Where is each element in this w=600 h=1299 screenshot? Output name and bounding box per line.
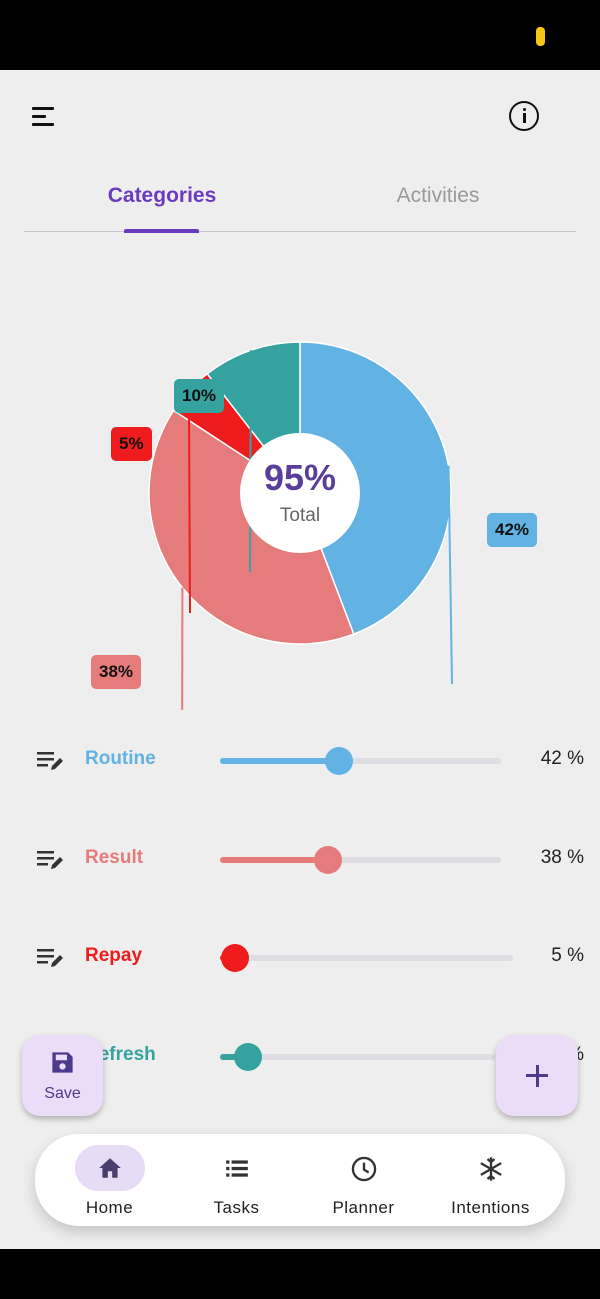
category-name: Result (85, 846, 144, 868)
info-icon-dot (522, 108, 526, 111)
category-value: 42 % (540, 748, 584, 769)
tab-indicator (124, 229, 199, 233)
category-slider[interactable] (220, 1042, 495, 1071)
nav-item-intentions-indicator (456, 1145, 526, 1191)
save-button[interactable]: Save (22, 1035, 103, 1116)
category-slider[interactable] (220, 845, 501, 874)
nav-item-planner-label: Planner (332, 1198, 395, 1217)
nav-item-tasks[interactable]: Tasks (173, 1134, 300, 1226)
donut-leader-line-routine (447, 465, 453, 685)
category-row-repay: Repay 5 % (0, 932, 600, 982)
category-slider[interactable] (220, 944, 513, 972)
slider-thumb[interactable] (220, 944, 249, 972)
slider-thumb[interactable] (325, 747, 354, 775)
slider-fill (220, 856, 328, 863)
menu-button[interactable] (28, 104, 62, 130)
menu-icon-line (32, 107, 54, 110)
nav-item-tasks-indicator (202, 1145, 272, 1191)
status-indicator-icon (536, 27, 545, 46)
status-bar (0, 0, 600, 70)
clock-icon (351, 1156, 377, 1182)
nav-item-planner-indicator (329, 1145, 399, 1191)
system-nav-bar (0, 1249, 600, 1299)
nav-item-home-label: Home (85, 1198, 134, 1217)
category-value: 38 % (540, 846, 584, 868)
list-icon (226, 1160, 248, 1177)
tab-activities[interactable]: Activities (396, 184, 480, 207)
home-icon (99, 1158, 121, 1178)
nav-item-tasks-label: Tasks (213, 1198, 260, 1217)
snowflake-icon (480, 1157, 502, 1181)
slider-fill (220, 758, 340, 764)
category-row-result: Result 38 % (0, 834, 600, 884)
slider-thumb[interactable] (313, 845, 342, 874)
info-icon[interactable] (509, 101, 539, 131)
chart-center-total: 95% Total (240, 433, 360, 553)
category-slider[interactable] (220, 747, 501, 775)
edit-note-icon[interactable] (36, 749, 64, 773)
add-button[interactable] (496, 1035, 578, 1116)
nav-item-home[interactable]: Home (46, 1134, 173, 1226)
edit-note-icon[interactable] (36, 946, 64, 970)
menu-icon-line (32, 115, 46, 118)
save-button-label: Save (44, 1085, 81, 1102)
menu-icon-line (32, 123, 54, 126)
save-icon (52, 1052, 73, 1073)
category-name: Routine (85, 748, 156, 769)
info-icon-bar (522, 113, 526, 123)
nav-item-intentions[interactable]: Intentions (427, 1134, 554, 1226)
center-total-value: 95% (263, 457, 337, 498)
tab-categories[interactable]: Categories (107, 184, 217, 207)
app-screen: Categories Activities 95% Total 42% 38% 5%… (0, 70, 600, 1249)
slider-thumb[interactable] (233, 1042, 262, 1071)
chart-badge-repay: 5% (111, 427, 152, 461)
bottom-navigation: Home Tasks Planner (35, 1134, 565, 1226)
edit-note-icon[interactable] (36, 848, 64, 872)
plus-icon-vertical (535, 1065, 539, 1087)
category-row-routine: Routine 42 % (0, 735, 600, 785)
category-value: 5 % (551, 945, 584, 966)
chart-badge-result: 38% (91, 655, 142, 689)
nav-item-planner[interactable]: Planner (300, 1134, 427, 1226)
center-total-label: Total (279, 505, 321, 526)
chart-badge-refresh: 10% (174, 379, 225, 413)
nav-item-intentions-label: Intentions (451, 1198, 530, 1217)
donut-leader-line-repay (187, 390, 191, 614)
nav-item-home-indicator (75, 1145, 145, 1191)
chart-badge-routine: 42% (487, 513, 538, 547)
tab-bar: Categories Activities (24, 170, 576, 233)
category-name: Repay (85, 945, 143, 966)
